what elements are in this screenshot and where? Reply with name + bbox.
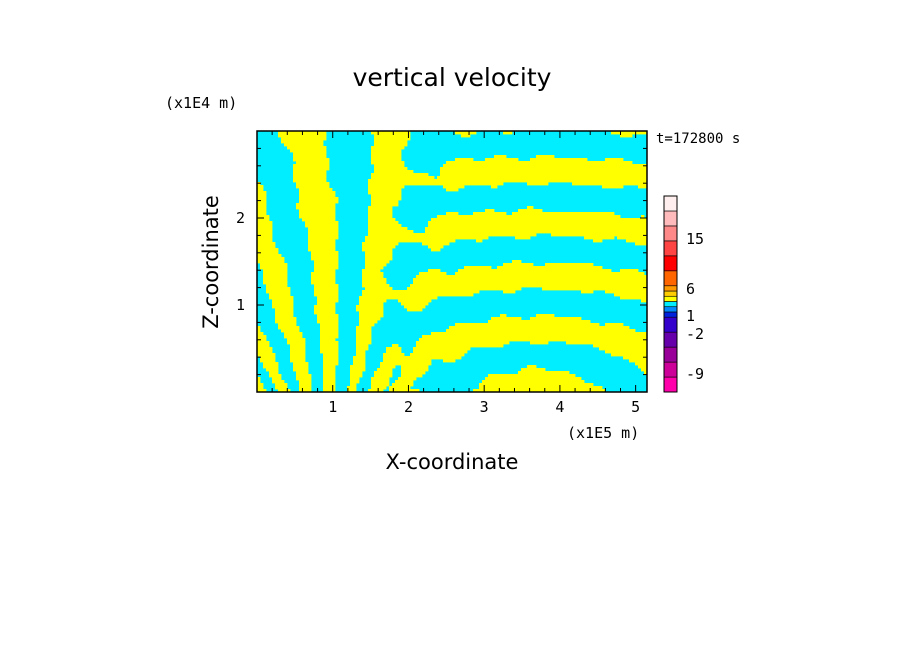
colorbar-label: -2 [686, 325, 704, 343]
y-tick-label: 2 [236, 209, 245, 227]
colorbar-swatch [663, 346, 678, 363]
colorbar-swatch [663, 270, 678, 287]
colorbar-swatch [663, 361, 678, 378]
y-unit-label: (x1E4 m) [165, 94, 237, 112]
y-tick-label: 1 [236, 296, 245, 314]
colorbar-swatch [663, 316, 678, 333]
colorbar-swatch [663, 285, 678, 292]
colorbar-swatch [663, 225, 678, 242]
x-tick-label: 5 [631, 398, 640, 416]
x-axis-title: X-coordinate [386, 450, 519, 474]
y-axis: 12 [236, 147, 647, 376]
y-axis-title: Z-coordinate [199, 195, 223, 329]
colorbar-frame [663, 195, 678, 393]
colorbar-swatch [663, 306, 678, 313]
x-tick-label: 2 [404, 398, 413, 416]
x-axis: 1 2 3 4 5 [271, 131, 640, 416]
colorbar-swatch [663, 311, 678, 318]
colorbar-swatch [663, 240, 678, 257]
colorbar-swatch [663, 210, 678, 227]
colorbar-swatch [663, 376, 678, 393]
time-label: t=172800 s [656, 131, 740, 147]
x-tick-label: 3 [480, 398, 489, 416]
velocity-field [257, 131, 647, 392]
colorbar-swatch [663, 295, 678, 302]
colorbar-label: 1 [686, 307, 695, 325]
plot-frame [256, 130, 648, 393]
x-unit-label: (x1E5 m) [567, 424, 639, 442]
x-tick-label: 4 [555, 398, 564, 416]
colorbar-swatch [663, 331, 678, 348]
colorbar: 15 6 1-2 -9 [663, 195, 704, 393]
colorbar-label: -9 [686, 365, 704, 383]
colorbar-swatch [663, 290, 678, 297]
colorbar-label: 15 [686, 230, 704, 248]
colorbar-swatch [663, 195, 678, 212]
chart-title: vertical velocity [353, 63, 552, 92]
x-tick-label: 1 [328, 398, 337, 416]
colorbar-swatch [663, 255, 678, 272]
colorbar-label: 6 [686, 280, 695, 298]
colorbar-swatch [663, 301, 678, 308]
